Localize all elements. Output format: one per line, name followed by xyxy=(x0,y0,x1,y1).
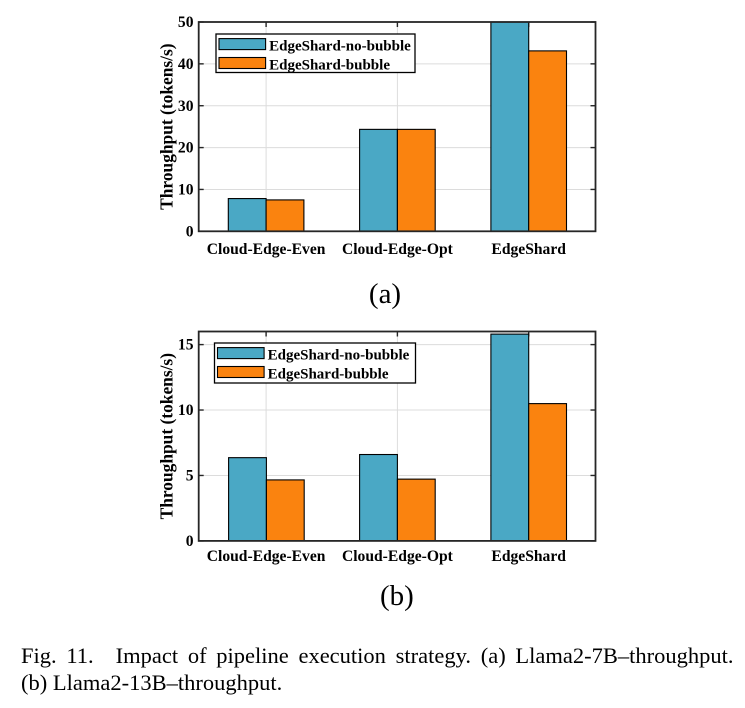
svg-text:15: 15 xyxy=(178,337,194,354)
svg-text:EdgeShard-bubble: EdgeShard-bubble xyxy=(269,58,390,74)
svg-text:EdgeShard: EdgeShard xyxy=(491,241,566,258)
svg-text:EdgeShard-no-bubble: EdgeShard-no-bubble xyxy=(269,39,411,55)
svg-text:Cloud-Edge-Opt: Cloud-Edge-Opt xyxy=(342,241,454,258)
svg-text:Cloud-Edge-Even: Cloud-Edge-Even xyxy=(207,241,326,258)
svg-text:20: 20 xyxy=(178,140,194,157)
svg-text:EdgeShard-bubble: EdgeShard-bubble xyxy=(268,367,389,383)
svg-text:Cloud-Edge-Opt: Cloud-Edge-Opt xyxy=(342,548,454,565)
svg-text:10: 10 xyxy=(178,402,194,419)
svg-text:EdgeShard: EdgeShard xyxy=(491,548,566,565)
svg-text:0: 0 xyxy=(186,533,194,550)
svg-text:0: 0 xyxy=(186,223,194,240)
svg-text:(a): (a) xyxy=(369,278,401,310)
svg-text:5: 5 xyxy=(186,468,194,485)
svg-text:40: 40 xyxy=(178,56,194,73)
svg-text:50: 50 xyxy=(178,14,194,31)
svg-text:Cloud-Edge-Even: Cloud-Edge-Even xyxy=(207,548,326,565)
svg-text:30: 30 xyxy=(178,98,194,115)
svg-text:Throughput (tokens/s): Throughput (tokens/s) xyxy=(157,43,177,210)
svg-text:10: 10 xyxy=(178,182,194,199)
svg-text:(b): (b) xyxy=(380,580,414,612)
svg-text:Throughput (tokens/s): Throughput (tokens/s) xyxy=(157,353,177,520)
svg-text:EdgeShard-no-bubble: EdgeShard-no-bubble xyxy=(268,348,410,364)
